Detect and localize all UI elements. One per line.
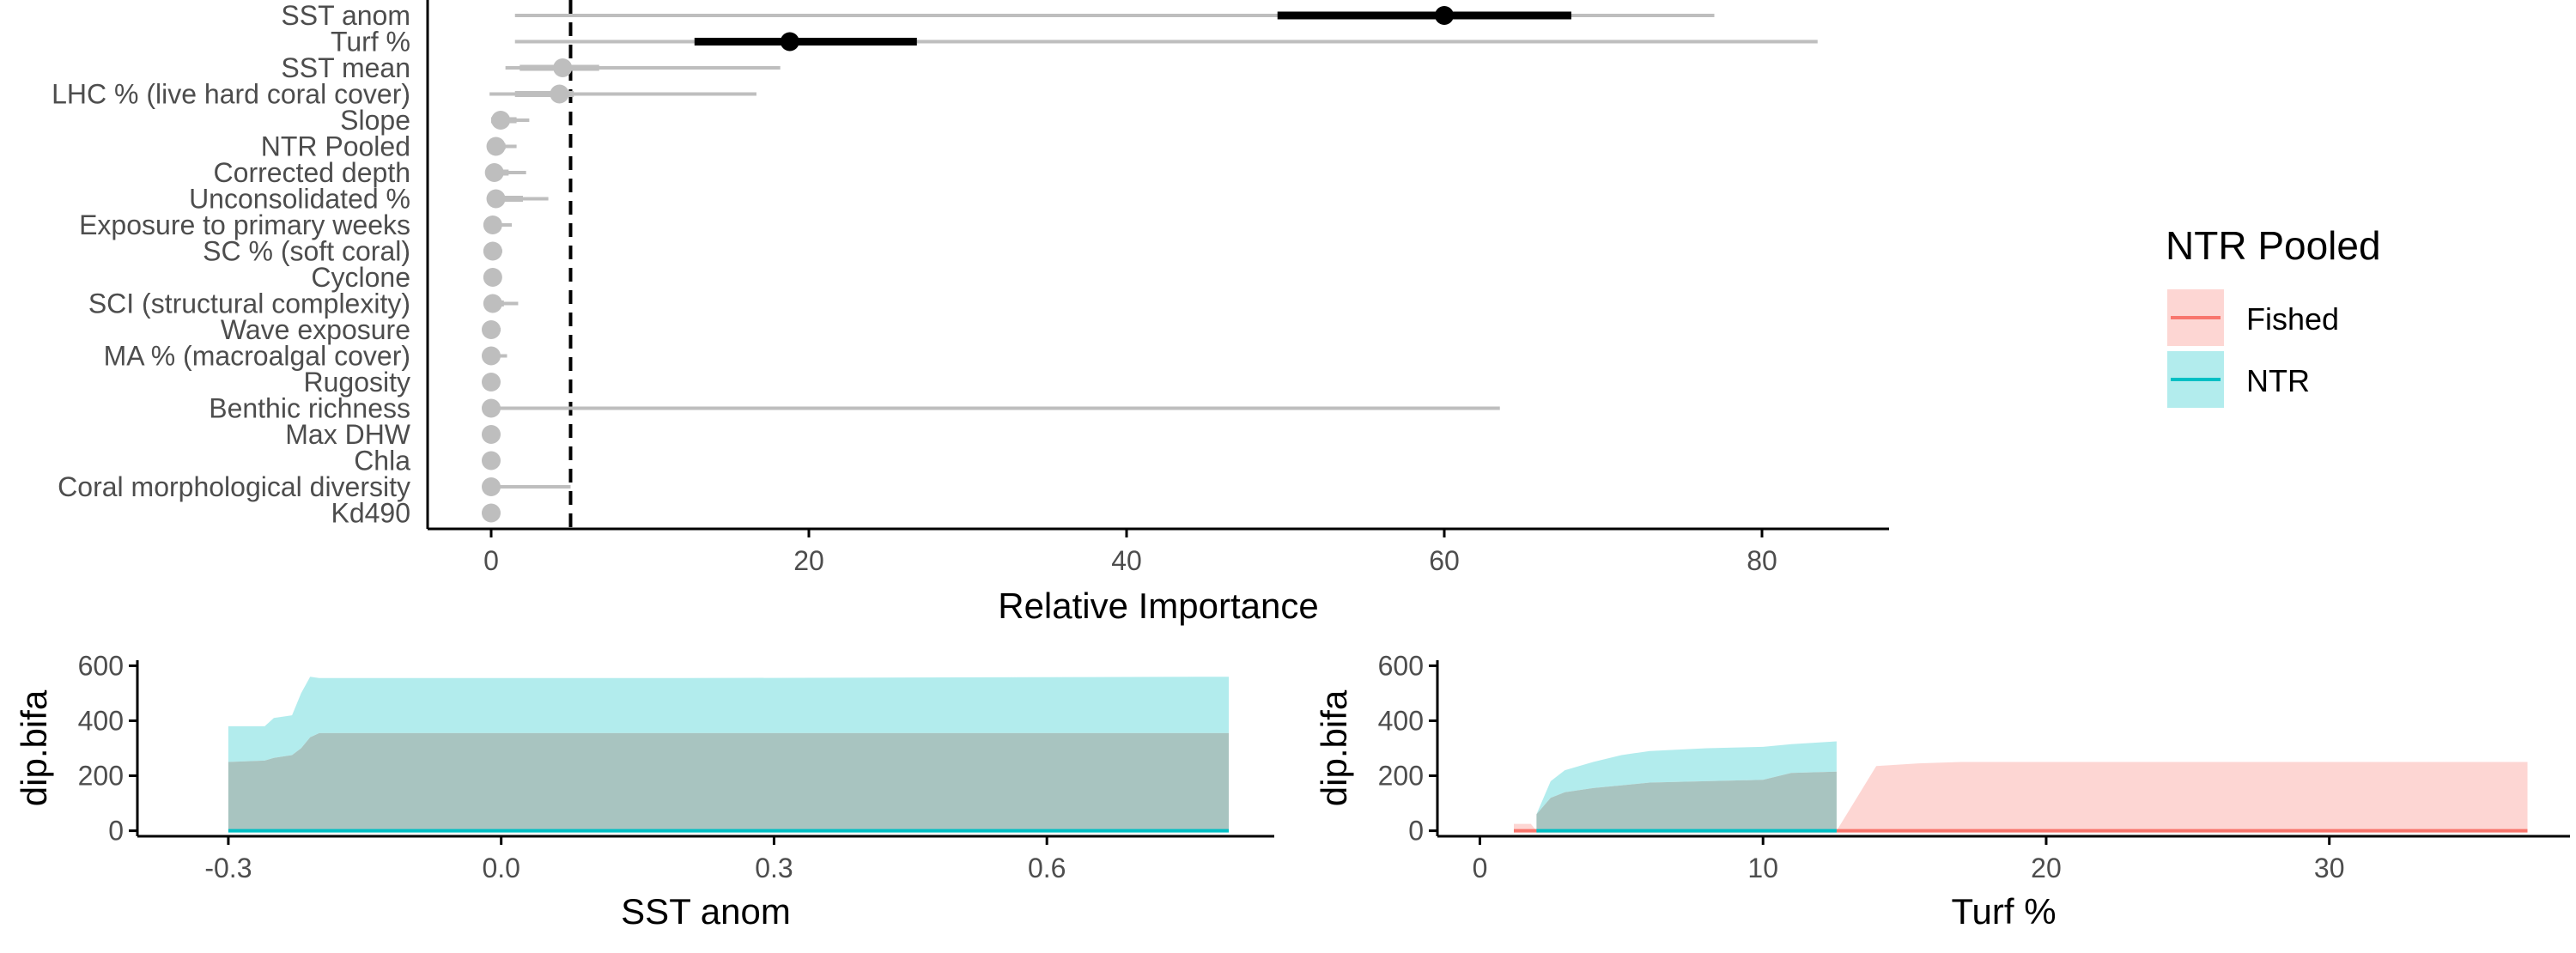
- row-label: Wave exposure: [221, 314, 410, 345]
- ribbon-ntr: [228, 677, 1229, 762]
- point-estimate: [483, 294, 502, 313]
- ribbon-fished: [1514, 762, 2528, 831]
- x-tick-label: -0.3: [204, 853, 252, 883]
- row-label: LHC % (live hard coral cover): [52, 79, 410, 110]
- point-estimate: [482, 346, 501, 366]
- x-tick-label: 60: [1429, 545, 1460, 576]
- point-estimate: [550, 84, 569, 104]
- row-label: Chla: [354, 446, 410, 476]
- row-label: NTR Pooled: [261, 131, 410, 162]
- x-tick-label: 0: [1473, 853, 1488, 883]
- y-axis-title: dip.bifa: [14, 689, 54, 806]
- row-label: Slope: [340, 105, 410, 136]
- x-axis-title: Turf %: [1951, 891, 2056, 932]
- point-estimate: [486, 189, 506, 209]
- point-estimate: [1435, 6, 1454, 25]
- point-estimate: [484, 163, 504, 182]
- point-estimate: [482, 398, 501, 418]
- point-estimate: [491, 111, 511, 130]
- row-label: Max DHW: [285, 419, 411, 450]
- x-tick-label: 0.0: [482, 853, 519, 883]
- row-label: Benthic richness: [209, 393, 410, 424]
- point-estimate: [482, 451, 501, 470]
- partial-dependence-sst-anom: 0 200 400 600 -0.3 0.0 0.3 0.6 SST anom dip.bifa: [14, 650, 1274, 932]
- x-tick-label: 10: [1747, 853, 1778, 883]
- point-estimate: [483, 268, 502, 287]
- y-tick-label: 0: [1408, 816, 1424, 847]
- row-label: SST anom: [281, 0, 410, 31]
- row-label: Turf %: [331, 27, 410, 58]
- ribbon-inner-ntr: [228, 732, 1229, 831]
- y-tick-label: 400: [1378, 705, 1424, 736]
- point-estimate: [486, 137, 506, 156]
- x-tick-label: 20: [2031, 853, 2062, 883]
- point-estimate: [780, 32, 799, 52]
- y-tick-label: 600: [1378, 650, 1424, 681]
- point-estimate: [482, 477, 501, 496]
- y-tick-label: 200: [1378, 761, 1424, 792]
- row-label: Cyclone: [311, 262, 410, 293]
- row-label: Rugosity: [304, 367, 411, 398]
- ribbon-ntr: [1536, 741, 1837, 815]
- row-label: Corrected depth: [214, 157, 410, 188]
- row-label: SCI (structural complexity): [88, 288, 410, 319]
- legend-label-fished: Fished: [2246, 301, 2339, 337]
- point-estimate: [482, 320, 501, 339]
- legend-title: NTR Pooled: [2166, 223, 2381, 268]
- legend-label-ntr: NTR: [2246, 363, 2310, 398]
- row-label: Unconsolidated %: [189, 184, 410, 215]
- x-tick-label: 0.3: [755, 853, 793, 883]
- y-tick-label: 400: [78, 705, 124, 736]
- y-tick-label: 200: [78, 761, 124, 792]
- x-axis-title: Relative Importance: [998, 586, 1319, 626]
- x-tick-label: 40: [1111, 545, 1142, 576]
- x-tick-label: 30: [2314, 853, 2345, 883]
- y-axis-title: dip.bifa: [1314, 689, 1354, 806]
- row-label: SC % (soft coral): [203, 236, 410, 267]
- row-label: Kd490: [331, 498, 410, 529]
- x-tick-label: 0: [483, 545, 499, 576]
- y-tick-label: 600: [78, 650, 124, 681]
- x-tick-label: 80: [1747, 545, 1777, 576]
- row-label: SST mean: [281, 52, 410, 83]
- row-label: Exposure to primary weeks: [79, 209, 410, 240]
- ribbon-inner-ntr: [1536, 771, 1837, 831]
- y-tick-label: 0: [108, 816, 124, 847]
- x-tick-label: 0.6: [1028, 853, 1066, 883]
- x-tick-label: 20: [793, 545, 824, 576]
- point-estimate: [482, 425, 501, 444]
- point-estimate: [483, 241, 502, 261]
- legend: NTR Pooled Fished NTR: [2166, 223, 2381, 408]
- point-estimate: [482, 373, 501, 392]
- point-estimate: [482, 503, 501, 523]
- point-estimate: [483, 215, 502, 234]
- row-label: Coral morphological diversity: [58, 471, 410, 502]
- point-estimate: [553, 58, 573, 77]
- x-axis-title: SST anom: [621, 891, 791, 932]
- partial-dependence-turf: 0 200 400 600 0 10 20 30 Turf % dip.bifa: [1314, 650, 2570, 932]
- row-label: MA % (macroalgal cover): [104, 341, 410, 372]
